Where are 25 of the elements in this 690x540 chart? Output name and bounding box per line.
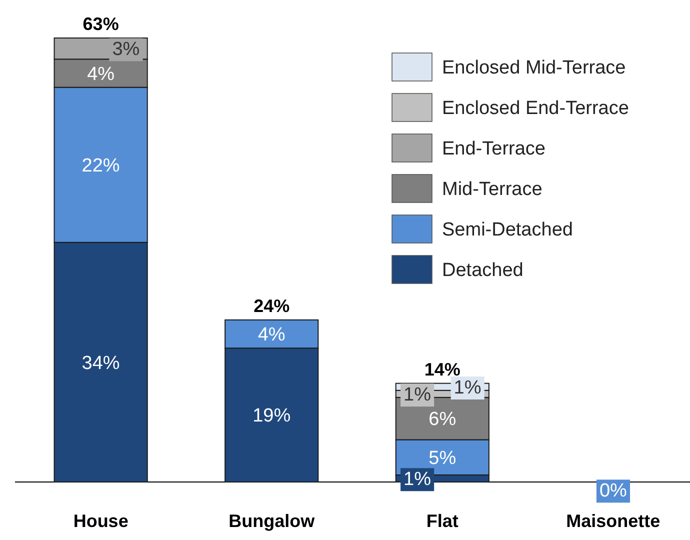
data-label: 6% <box>428 409 456 430</box>
data-label: 34% <box>82 352 120 374</box>
data-label: 5% <box>428 448 456 469</box>
legend-label: Enclosed End-Terrace <box>442 98 629 120</box>
data-label: 3% <box>112 39 140 60</box>
x-tick-label: House <box>73 510 128 531</box>
data-label: 4% <box>258 324 286 346</box>
total-label: 14% <box>424 359 460 380</box>
data-label: 22% <box>82 156 120 177</box>
x-tick-label: Maisonette <box>566 510 660 531</box>
data-label: 1% <box>404 384 432 406</box>
data-label: 1% <box>404 469 432 490</box>
x-tick-label: Bungalow <box>228 510 316 531</box>
data-label: 4% <box>87 64 115 85</box>
data-label: 1% <box>454 378 482 399</box>
legend-label: Semi-Detached <box>442 220 573 241</box>
legend-label: Enclosed Mid-Terrace <box>442 58 626 79</box>
x-tick-label: Flat <box>426 510 458 531</box>
total-label: 24% <box>254 296 290 316</box>
legend-label: End-Terrace <box>442 138 546 160</box>
data-label: 19% <box>252 406 291 427</box>
data-label: 0% <box>599 480 628 502</box>
total-label: 63% <box>82 14 119 34</box>
legend-label: Mid-Terrace <box>442 179 542 200</box>
legend-label: Detached <box>442 260 524 282</box>
